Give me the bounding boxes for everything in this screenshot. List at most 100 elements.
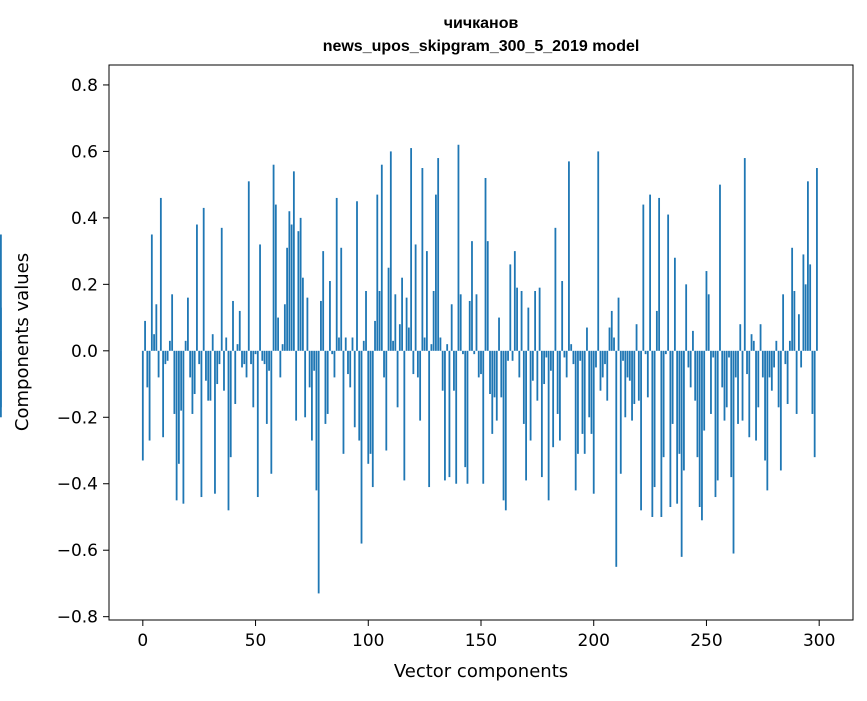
bar-259	[725, 350, 728, 408]
bar-164	[511, 350, 514, 361]
bar-216	[628, 350, 631, 381]
bar-68	[295, 350, 298, 421]
bar-62	[281, 344, 284, 351]
bar-46	[245, 350, 248, 378]
bar-217	[631, 350, 633, 421]
bar-192	[574, 350, 577, 491]
bar-1	[144, 320, 146, 351]
bar-222	[642, 204, 645, 351]
bar-214	[624, 350, 627, 418]
bar-240	[683, 350, 685, 471]
bar-232	[664, 350, 667, 355]
bar-6	[155, 304, 158, 351]
bar-49	[252, 350, 255, 408]
bar-18	[182, 350, 185, 504]
bar-117	[405, 297, 408, 351]
bar-88	[340, 247, 343, 351]
bar-294	[804, 284, 807, 351]
bar-150	[480, 350, 482, 375]
bar-72	[304, 350, 307, 418]
bar-266	[741, 350, 744, 421]
bar-280	[773, 350, 775, 368]
bar-125	[423, 337, 426, 351]
bar-219	[635, 324, 638, 351]
bar-292	[800, 350, 803, 368]
bar-69	[297, 231, 300, 351]
bar-20	[187, 297, 189, 351]
bar-208	[610, 310, 613, 351]
bar-238	[678, 350, 681, 454]
bar-221	[640, 350, 642, 511]
bar-81	[324, 350, 327, 424]
bar-199	[590, 350, 593, 434]
bar-263	[734, 350, 737, 378]
y-tick-label-4: 0.0	[71, 342, 98, 362]
bar-145	[468, 300, 471, 351]
bar-183	[554, 227, 557, 351]
bar-43	[238, 310, 241, 351]
bar-267	[743, 158, 746, 351]
bar-119	[410, 148, 413, 351]
bar-3	[148, 350, 151, 441]
bar-281	[775, 340, 778, 351]
bar-89	[342, 350, 345, 454]
bar-223	[644, 350, 647, 355]
bar-161	[504, 350, 507, 511]
bar-172	[529, 350, 532, 441]
bar-26	[200, 350, 203, 498]
bar-191	[572, 350, 575, 365]
y-tick-label-2: −0.4	[57, 475, 98, 495]
bar-295	[807, 181, 809, 351]
bar-209	[613, 337, 615, 351]
bar-127	[428, 350, 431, 488]
bar-213	[622, 350, 624, 361]
bar-106	[380, 164, 383, 351]
bar-25	[198, 350, 201, 365]
bar-10	[164, 350, 167, 365]
bar-163	[509, 264, 512, 351]
bar-262	[732, 350, 735, 554]
bar-111	[392, 340, 394, 351]
bar-16	[177, 350, 180, 464]
bar-67	[292, 171, 295, 351]
bar-28	[205, 350, 207, 381]
bar-45	[243, 350, 246, 365]
bar-14	[173, 350, 176, 414]
bar-206	[606, 350, 609, 401]
bar-153	[486, 241, 489, 351]
bar-218	[633, 350, 636, 404]
bar-4	[150, 234, 153, 351]
bar-160	[502, 350, 505, 501]
bar-215	[626, 350, 629, 378]
bar-116	[403, 350, 406, 481]
x-tick-label-50: 50	[245, 631, 267, 651]
bar-227	[653, 350, 656, 488]
bars-group	[0, 144, 818, 594]
bar-211	[617, 297, 620, 351]
bar-147	[473, 350, 476, 355]
bar-118	[407, 327, 410, 351]
bar-120	[412, 350, 415, 375]
bar-136	[448, 350, 451, 478]
bar-288	[791, 247, 794, 351]
bar-76	[313, 350, 316, 371]
bar-273	[757, 350, 760, 408]
bar-15	[175, 350, 178, 501]
bar-112	[394, 294, 397, 351]
bar-204	[601, 350, 604, 378]
bar-177	[540, 350, 543, 478]
bar-179	[545, 350, 548, 358]
x-tick-label-300: 300	[803, 631, 835, 651]
bar-254	[714, 350, 717, 498]
bar-114	[398, 324, 401, 351]
bar-40	[232, 300, 234, 351]
bar-244	[692, 330, 694, 351]
bar-138	[453, 350, 455, 391]
bar-174	[534, 290, 537, 351]
bar-96	[358, 350, 361, 441]
bar-80	[322, 251, 325, 351]
bar-61	[279, 350, 282, 378]
bar-41	[234, 350, 237, 404]
bar-130	[435, 194, 437, 351]
